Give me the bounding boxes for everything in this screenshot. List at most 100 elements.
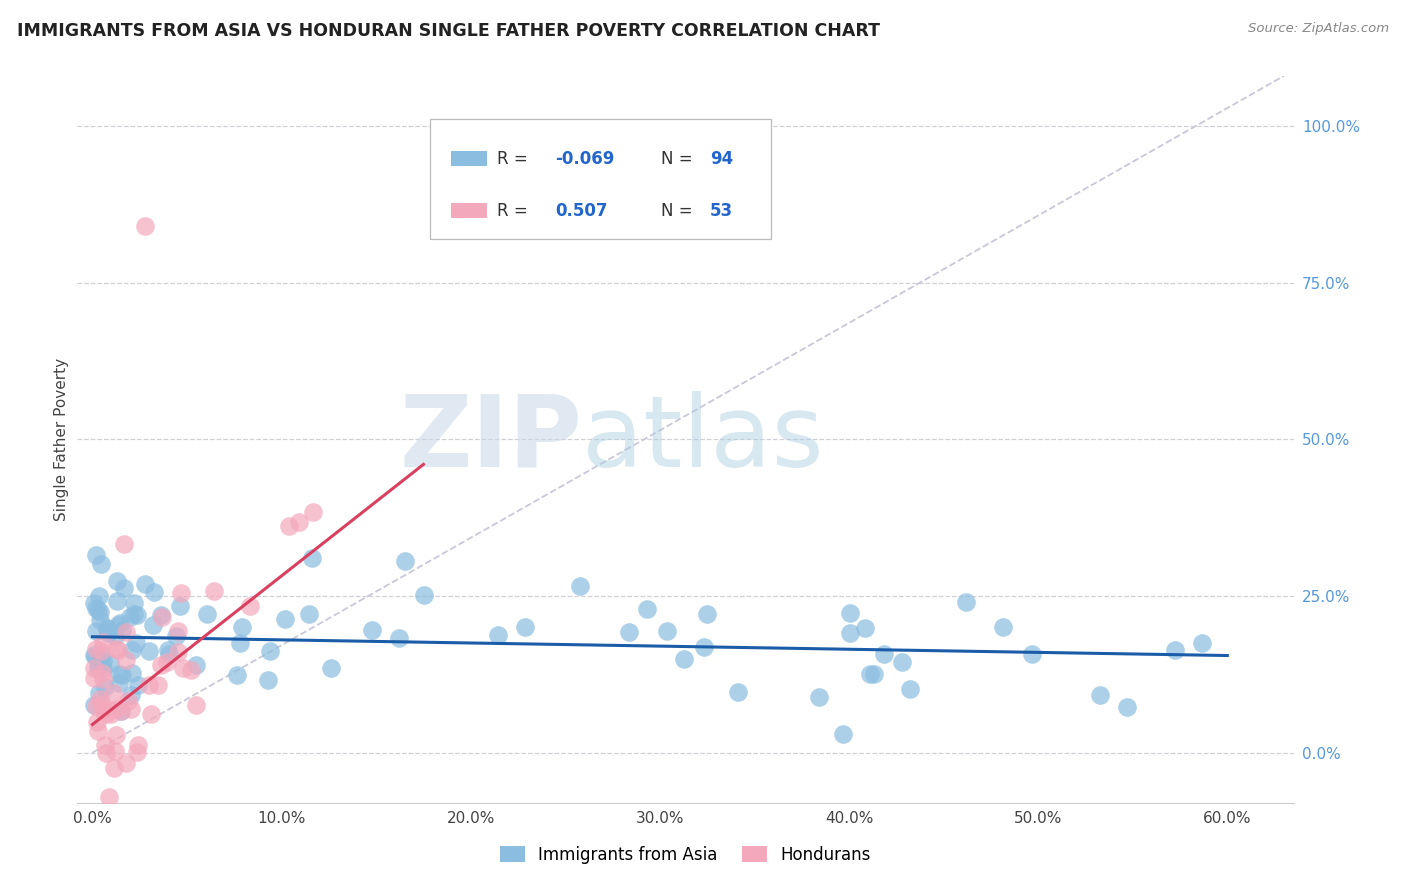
Point	[125, 635, 148, 649]
Point	[149, 657, 172, 672]
Point	[839, 607, 862, 621]
Point	[165, 629, 187, 643]
Point	[86, 659, 108, 673]
Point	[107, 667, 129, 681]
Point	[90, 644, 112, 658]
Text: -0.069: -0.069	[555, 150, 614, 168]
Point	[90, 697, 112, 711]
Point	[110, 704, 132, 718]
Legend: Immigrants from Asia, Hondurans: Immigrants from Asia, Hondurans	[494, 839, 877, 871]
Point	[361, 623, 384, 637]
Point	[239, 599, 262, 614]
Point	[89, 691, 111, 706]
Point	[98, 657, 121, 671]
Point	[96, 622, 118, 636]
Point	[98, 703, 121, 717]
Point	[107, 642, 129, 657]
Text: R =: R =	[496, 150, 533, 168]
Point	[84, 624, 107, 639]
Point	[125, 746, 148, 760]
Point	[120, 609, 142, 624]
Point	[105, 702, 128, 716]
Point	[90, 557, 112, 571]
Point	[955, 594, 977, 608]
Point	[83, 698, 105, 712]
Point	[83, 595, 105, 609]
Point	[84, 601, 107, 615]
Point	[139, 707, 162, 722]
Point	[839, 626, 862, 640]
Point	[302, 505, 325, 519]
Point	[277, 519, 299, 533]
Point	[110, 623, 132, 637]
Text: N =: N =	[661, 150, 697, 168]
Point	[898, 681, 921, 696]
Point	[319, 660, 342, 674]
Point	[138, 678, 160, 692]
FancyBboxPatch shape	[430, 120, 770, 239]
Point	[105, 642, 128, 657]
Point	[121, 643, 143, 657]
Point	[120, 688, 142, 702]
Point	[110, 704, 132, 718]
Point	[167, 624, 190, 639]
Point	[388, 631, 411, 645]
Point	[138, 644, 160, 658]
Point	[186, 698, 208, 712]
Text: ZIP: ZIP	[399, 391, 582, 488]
Point	[172, 661, 194, 675]
Point	[259, 643, 281, 657]
Point	[257, 673, 280, 687]
Point	[157, 647, 180, 661]
Point	[166, 645, 188, 659]
Point	[862, 666, 884, 681]
Point	[202, 583, 225, 598]
Point	[231, 620, 253, 634]
Point	[104, 629, 127, 643]
Text: 0.507: 0.507	[555, 202, 607, 220]
Point	[87, 603, 110, 617]
Point	[93, 661, 115, 675]
Point	[112, 582, 135, 596]
Point	[94, 746, 117, 760]
Point	[93, 703, 115, 717]
Text: Source: ZipAtlas.com: Source: ZipAtlas.com	[1249, 22, 1389, 36]
Point	[298, 607, 321, 622]
Point	[103, 761, 125, 775]
Point	[195, 607, 218, 622]
Point	[226, 668, 249, 682]
Point	[273, 612, 295, 626]
Point	[1116, 700, 1139, 714]
Point	[229, 636, 252, 650]
Point	[186, 657, 208, 672]
Point	[1088, 688, 1111, 702]
Point	[94, 681, 117, 695]
Point	[84, 548, 107, 562]
Point	[142, 617, 165, 632]
Point	[90, 648, 112, 663]
Point	[107, 618, 129, 632]
Point	[87, 589, 110, 603]
Point	[107, 574, 129, 589]
Point	[121, 665, 143, 680]
Point	[832, 727, 855, 741]
Point	[97, 789, 120, 804]
Point	[513, 620, 536, 634]
Point	[86, 715, 108, 730]
Text: N =: N =	[661, 202, 697, 220]
Point	[114, 625, 136, 640]
Point	[83, 672, 105, 686]
Point	[180, 663, 202, 677]
Text: IMMIGRANTS FROM ASIA VS HONDURAN SINGLE FATHER POVERTY CORRELATION CHART: IMMIGRANTS FROM ASIA VS HONDURAN SINGLE …	[17, 22, 880, 40]
Point	[412, 589, 434, 603]
Point	[873, 648, 896, 662]
Point	[115, 756, 138, 770]
Point	[127, 738, 149, 752]
Point	[134, 219, 156, 234]
Point	[96, 626, 118, 640]
Point	[84, 649, 107, 664]
Point	[142, 585, 165, 599]
Point	[727, 685, 749, 699]
Point	[108, 675, 131, 690]
Point	[120, 701, 142, 715]
